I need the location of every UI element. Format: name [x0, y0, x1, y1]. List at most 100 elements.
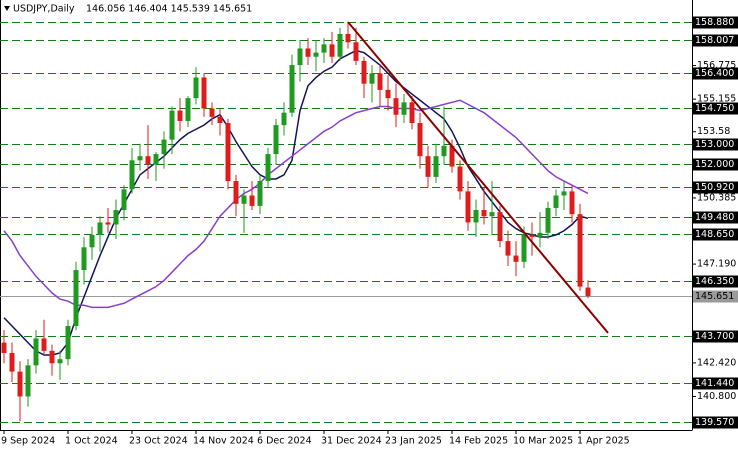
level-label: 154.750 — [695, 103, 734, 114]
level-box — [693, 138, 738, 151]
candle-body — [497, 212, 503, 242]
candle-body — [25, 365, 31, 397]
level-box — [693, 181, 738, 194]
candle-body — [329, 44, 335, 57]
candle-body — [145, 156, 151, 165]
y-tick-label: 156.775 — [697, 60, 736, 71]
current-price-box — [693, 290, 738, 303]
candle-body — [1, 342, 7, 353]
x-tick-label: 9 Sep 2024 — [1, 436, 55, 447]
level-box — [693, 67, 738, 80]
candle-body — [209, 108, 215, 117]
x-tick-label: 1 Apr 2025 — [577, 436, 630, 447]
level-label: 156.400 — [695, 68, 734, 79]
candle-body — [385, 89, 391, 99]
level-label: 148.650 — [695, 229, 734, 240]
candle-body — [273, 125, 279, 155]
candle-body — [425, 156, 431, 177]
candle-body — [113, 210, 119, 225]
level-label: 158.007 — [695, 35, 734, 46]
level-label: 153.000 — [695, 139, 734, 150]
candle-body — [353, 42, 359, 61]
candle-body — [585, 287, 591, 296]
current-price-label: 145.651 — [695, 291, 734, 302]
x-tick-label: 23 Oct 2024 — [129, 436, 188, 447]
candle-body — [193, 77, 199, 99]
candle-body — [81, 247, 87, 271]
x-tick-label: 10 Mar 2025 — [513, 436, 573, 447]
candle-body — [449, 145, 455, 167]
level-label: 158.880 — [695, 17, 734, 28]
candle-body — [409, 102, 415, 124]
candle-body — [537, 232, 543, 237]
candle-body — [233, 181, 239, 204]
candle-body — [17, 371, 23, 397]
candle-body — [545, 207, 551, 233]
level-box — [693, 228, 738, 241]
x-tick-label: 1 Oct 2024 — [65, 436, 118, 447]
candle-body — [305, 48, 311, 57]
candle-body — [57, 359, 63, 364]
candle-body — [561, 191, 567, 196]
candle-body — [521, 234, 527, 262]
title-marker — [4, 6, 10, 11]
candle-body — [313, 52, 319, 57]
candle-body — [169, 110, 175, 140]
x-tick-label: 6 Dec 2024 — [257, 436, 312, 447]
level-label: 149.480 — [695, 212, 734, 223]
candle-body — [505, 241, 511, 256]
level-box — [693, 102, 738, 115]
level-label: 150.920 — [695, 182, 734, 193]
candle-body — [137, 156, 143, 161]
candle-body — [321, 44, 327, 53]
candle-body — [481, 210, 487, 217]
level-label: 141.440 — [695, 378, 734, 389]
x-tick-label: 14 Feb 2025 — [449, 436, 508, 447]
candle-body — [121, 189, 127, 211]
candle-body — [105, 222, 111, 225]
candle-body — [129, 160, 135, 190]
candle-body — [249, 195, 255, 206]
candle-body — [393, 98, 399, 115]
candle-body — [49, 350, 55, 364]
level-box — [693, 16, 738, 29]
candle-body — [513, 255, 519, 262]
candle-body — [577, 214, 583, 287]
x-tick-label: 14 Nov 2024 — [193, 436, 254, 447]
price-axis: 156.775 155.155 153.58 150.385 147.190 142.42… — [692, 16, 738, 429]
level-box — [693, 158, 738, 171]
level-box — [693, 275, 738, 288]
candle-body — [417, 123, 423, 157]
level-box — [693, 330, 738, 343]
level-box — [693, 377, 738, 390]
candle-body — [161, 139, 167, 155]
candle-body — [201, 77, 207, 109]
x-tick-label: 31 Dec 2024 — [321, 436, 382, 447]
candle-body — [33, 338, 39, 366]
candle-body — [185, 98, 191, 121]
level-label: 143.700 — [695, 331, 734, 342]
moving-average — [3, 49, 589, 356]
chart-title: USDJPY,Daily — [13, 4, 75, 15]
candle-body — [297, 48, 303, 66]
candle-body — [73, 270, 79, 327]
candle-body — [441, 145, 447, 157]
moving-average — [3, 99, 589, 309]
candle-body — [153, 154, 159, 165]
y-tick-label: 147.190 — [697, 259, 736, 270]
level-label: 146.350 — [695, 276, 734, 287]
level-box — [693, 34, 738, 47]
candle-body — [473, 210, 479, 223]
candle-body — [265, 154, 271, 182]
candle-body — [89, 234, 95, 248]
level-box — [693, 211, 738, 224]
candle-body — [9, 352, 15, 372]
candle-body — [361, 60, 367, 84]
y-tick-label: 150.385 — [697, 192, 736, 203]
chart-subtitle: 146.056 146.404 145.539 145.651 — [86, 4, 252, 15]
candle-body — [337, 33, 343, 57]
level-label: 139.570 — [695, 417, 734, 428]
